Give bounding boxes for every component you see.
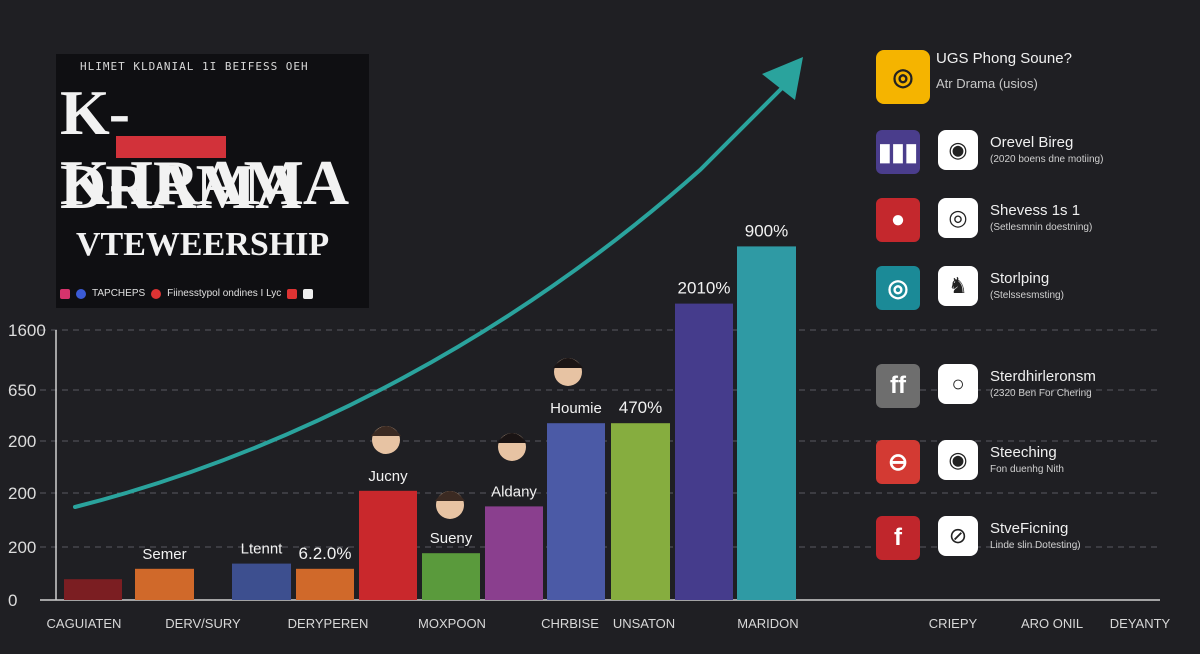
- title-top-line: HLIMET KLDANIAL 1I BEIFESS OEH: [80, 60, 309, 73]
- bar-value-label: Semer: [142, 546, 186, 563]
- red-accent-stripe: [116, 136, 226, 158]
- x-tick-label: CAGUIATEN: [47, 616, 122, 631]
- title-line-1: K-DRAMA: [60, 77, 301, 222]
- platform-name: Steeching: [990, 444, 1057, 461]
- bar: [675, 303, 733, 600]
- platform-item: ◎ ♞ Storlping (Stelssesmsting): [872, 266, 1192, 322]
- bar: [611, 423, 670, 600]
- y-tick-label: 200: [8, 484, 36, 503]
- youtube-icon: [287, 288, 298, 299]
- elephant-icon: ♞: [938, 266, 978, 306]
- footer-label-a: TAPCHEPS: [92, 288, 146, 299]
- trend-arrowhead: [762, 57, 803, 100]
- platform-header: ◎ UGS Phong Soune? Atr Drama (usios): [872, 50, 1192, 106]
- bar-value-label: Jucny: [368, 468, 408, 485]
- platform-item: ▮▮▮ ◉ Orevel Bireg (2020 boens dne motiing): [872, 130, 1192, 186]
- footer-label-b: Fiinesstypol ondines I Lyc: [167, 288, 282, 299]
- platform-sub: (Stelssesmsting): [990, 290, 1064, 301]
- bar: [296, 568, 354, 600]
- title-line-3: VTEWEERSHIP: [76, 226, 330, 263]
- bars-icon: ▮▮▮: [876, 130, 920, 174]
- facebook-icon: f: [876, 516, 920, 560]
- platform-name: Orevel Bireg: [990, 134, 1074, 151]
- instagram-icon: [60, 288, 70, 299]
- trend-arrow: [73, 78, 792, 509]
- square-icon: [303, 288, 314, 299]
- platform-header-sub: Atr Drama (usios): [936, 76, 1038, 91]
- platform-item: ff ○ Sterdhirleronsm (2320 Ben For Chering: [872, 364, 1192, 420]
- ff-logo-icon: ff: [876, 364, 920, 408]
- record-icon: [151, 288, 162, 299]
- bar: [359, 490, 417, 600]
- x-tick-label: CHRBISE: [541, 616, 599, 631]
- minus-circle-icon: ⊖: [876, 440, 920, 484]
- x-tick-label: CRIEPY: [929, 616, 978, 631]
- bar: [422, 553, 480, 600]
- bar-value-label: Sueny: [430, 530, 473, 547]
- bar: [547, 423, 605, 600]
- platform-item: ● ◎ Shevess 1s 1 (Setlesmnin doestning): [872, 198, 1192, 254]
- platform-sub: (2020 boens dne motiing): [990, 154, 1104, 165]
- eye-icon: ◉: [938, 440, 978, 480]
- platform-header-name: UGS Phong Soune?: [936, 50, 1072, 67]
- x-tick-label: MOXPOON: [418, 616, 486, 631]
- title-footer: TAPCHEPS Fiinesstypol ondines I Lyc: [60, 288, 314, 299]
- y-tick-label: 1600: [8, 321, 46, 340]
- platform-name: Storlping: [990, 270, 1050, 287]
- platform-name: Shevess 1s 1: [990, 202, 1081, 219]
- platform-sub: Linde slin Dotesting): [990, 540, 1081, 551]
- target-icon: ◉: [938, 130, 978, 170]
- x-tick-label: UNSATON: [613, 616, 675, 631]
- circle-icon: [76, 288, 86, 299]
- bar-value-label: Ltennt: [241, 541, 284, 558]
- hair-icon: [371, 426, 401, 436]
- y-tick-label: 650: [8, 381, 36, 400]
- platform-name: StveFicning: [990, 520, 1069, 537]
- x-tick-label: DERV/SURY: [165, 616, 241, 631]
- bar: [135, 568, 194, 600]
- bar-value-label: 6.2.0%: [299, 544, 352, 563]
- y-tick-label: 200: [8, 432, 36, 451]
- chat-logo-icon: ◎: [876, 50, 930, 104]
- bar: [232, 563, 291, 600]
- spiral-icon: ◎: [938, 198, 978, 238]
- platform-name: Sterdhirleronsm: [990, 368, 1096, 385]
- x-tick-label: DERYPEREN: [288, 616, 369, 631]
- hair-icon: [435, 491, 465, 501]
- hair-icon: [553, 358, 583, 368]
- bar: [737, 246, 796, 600]
- title-line-2: K-IRAMA: [60, 147, 349, 218]
- x-tick-label: ARO ONIL: [1021, 616, 1083, 631]
- x-tick-label: MARIDON: [737, 616, 798, 631]
- chat-bubble-icon: ●: [876, 198, 920, 242]
- x-tick-label: DEYANTY: [1110, 616, 1171, 631]
- bar-value-label: 470%: [619, 398, 662, 417]
- platform-sub: (Setlesmnin doestning): [990, 222, 1093, 233]
- bar: [485, 506, 543, 600]
- ring-icon: ○: [938, 364, 978, 404]
- bar-value-label: Houmie: [550, 400, 602, 417]
- platform-item: f ⊘ StveFicning Linde slin Dotesting): [872, 516, 1192, 572]
- platform-sub: (2320 Ben For Chering: [990, 388, 1092, 399]
- bar: [64, 579, 122, 600]
- no-sign-icon: ⊘: [938, 516, 978, 556]
- title-panel: HLIMET KLDANIAL 1I BEIFESS OEH K-DRAMA K…: [56, 54, 369, 308]
- play-circle-icon: ◎: [876, 266, 920, 310]
- bar-value-label: 2010%: [678, 279, 731, 298]
- y-tick-label: 200: [8, 538, 36, 557]
- bar-value-label: Aldany: [491, 483, 537, 500]
- platform-sub: Fon duenhg Nith: [990, 464, 1064, 475]
- bar-value-label: 900%: [745, 221, 788, 240]
- y-tick-label: 0: [8, 591, 17, 610]
- platform-item: ⊖ ◉ Steeching Fon duenhg Nith: [872, 440, 1192, 496]
- hair-icon: [497, 433, 527, 443]
